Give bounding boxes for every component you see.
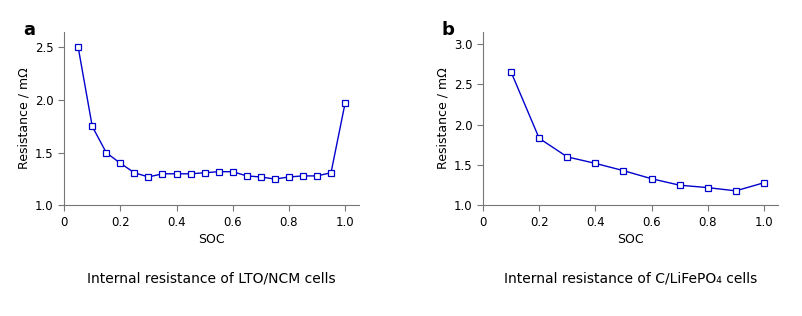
X-axis label: SOC: SOC: [618, 233, 644, 246]
X-axis label: SOC: SOC: [198, 233, 225, 246]
Text: a: a: [23, 21, 34, 39]
Text: Internal resistance of LTO/NCM cells: Internal resistance of LTO/NCM cells: [87, 271, 336, 285]
Y-axis label: Resistance / mΩ: Resistance / mΩ: [437, 68, 450, 169]
Text: b: b: [442, 21, 455, 39]
Y-axis label: Resistance / mΩ: Resistance / mΩ: [18, 68, 31, 169]
Text: Internal resistance of C/LiFePO₄ cells: Internal resistance of C/LiFePO₄ cells: [504, 271, 757, 285]
